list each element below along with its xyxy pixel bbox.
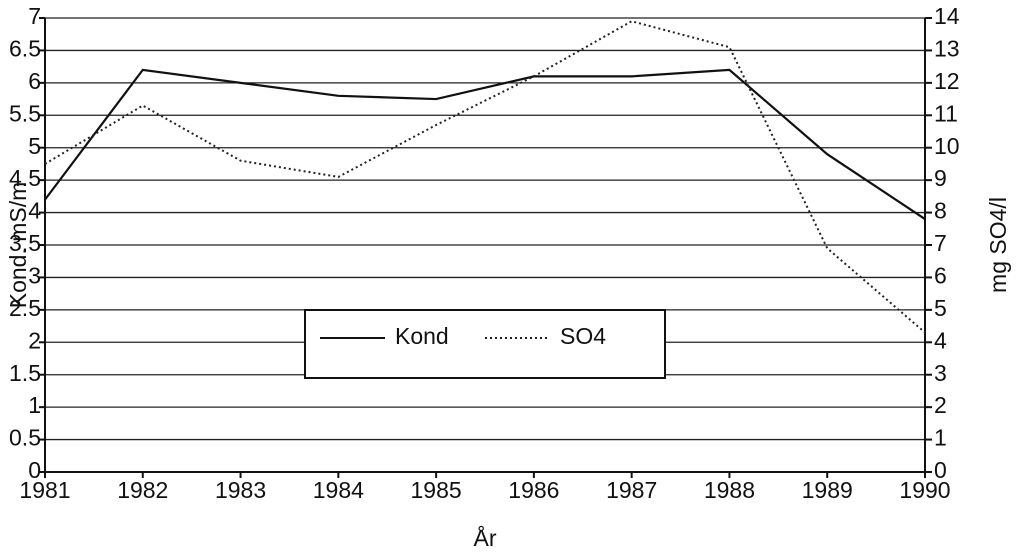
legend-box <box>304 309 666 379</box>
y-tick-label: 1 <box>28 392 41 418</box>
y2-tick-label: 3 <box>934 360 947 386</box>
y2-tick-label: 13 <box>934 36 960 62</box>
y-tick-label: 3 <box>28 263 41 289</box>
y-tick-label: 5 <box>28 133 41 159</box>
y-tick-label: 4.5 <box>9 165 41 191</box>
x-tick-label: 1987 <box>606 477 657 503</box>
y-axis-label: Kond. mS/m <box>5 182 31 309</box>
legend-label: SO4 <box>560 323 606 349</box>
y2-tick-label: 2 <box>934 392 947 418</box>
y-tick-label: 0 <box>28 457 41 483</box>
x-tick-label: 1981 <box>19 477 70 503</box>
x-tick-label: 1988 <box>704 477 755 503</box>
x-tick-label: 1984 <box>313 477 364 503</box>
y2-tick-label: 5 <box>934 295 947 321</box>
y-tick-label: 7 <box>28 3 41 29</box>
x-tick-label: 1983 <box>215 477 266 503</box>
y2-tick-label: 7 <box>934 230 947 256</box>
y-tick-label: 4 <box>28 198 41 224</box>
y2-tick-label: 10 <box>934 133 960 159</box>
y2-tick-label: 0 <box>934 457 947 483</box>
series-line <box>44 20 926 334</box>
y-tick-label: 3.5 <box>9 230 41 256</box>
y2-tick-label: 12 <box>934 68 960 94</box>
x-tick-label: 1986 <box>508 477 559 503</box>
y2-tick-label: 11 <box>934 100 958 126</box>
x-tick-label: 1990 <box>899 477 950 503</box>
y2-tick-label: 9 <box>934 165 947 191</box>
y-tick-label: 1.5 <box>9 360 41 386</box>
y-tick-label: 2.5 <box>9 295 41 321</box>
x-tick-label: 1989 <box>802 477 853 503</box>
y-tick-label: 6 <box>28 68 41 94</box>
y2-tick-label: 4 <box>934 327 947 353</box>
y2-axis-label: mg SO4/l <box>985 197 1011 293</box>
y-tick-label: 0.5 <box>9 425 41 451</box>
y2-tick-label: 6 <box>934 263 947 289</box>
y2-tick-label: 1 <box>934 425 947 451</box>
x-axis-label: År <box>474 524 497 551</box>
y-tick-label: 2 <box>28 327 41 353</box>
series-line <box>44 68 926 220</box>
x-tick-label: 1982 <box>117 477 168 503</box>
y2-tick-label: 14 <box>934 3 960 29</box>
legend-label: Kond <box>395 323 449 349</box>
axes <box>44 18 926 473</box>
y2-tick-label: 8 <box>934 198 947 224</box>
y-tick-label: 6.5 <box>9 36 41 62</box>
y-tick-label: 5.5 <box>9 100 41 126</box>
x-tick-label: 1985 <box>411 477 462 503</box>
